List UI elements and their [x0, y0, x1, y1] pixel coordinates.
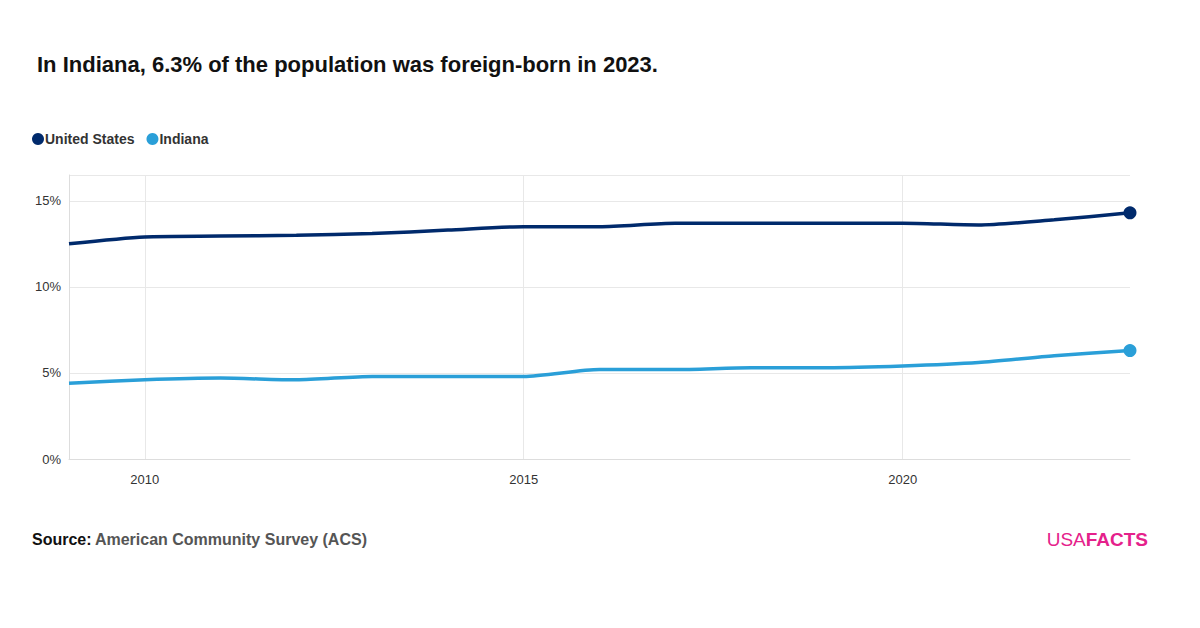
svg-text:15%: 15%	[35, 193, 61, 208]
svg-text:In Indiana, 6.3% of the popula: In Indiana, 6.3% of the population was f…	[37, 52, 658, 77]
svg-text:5%: 5%	[42, 365, 61, 380]
svg-text:2010: 2010	[130, 472, 159, 487]
svg-text:2020: 2020	[888, 472, 917, 487]
svg-text:0%: 0%	[42, 452, 61, 467]
svg-text:Indiana: Indiana	[159, 131, 208, 147]
svg-text:FACTS: FACTS	[1086, 529, 1148, 550]
svg-text:2015: 2015	[509, 472, 538, 487]
svg-text:10%: 10%	[35, 279, 61, 294]
svg-text:USA: USA	[1047, 529, 1086, 550]
svg-text:Source:: Source:	[32, 531, 92, 548]
svg-text:United States: United States	[45, 131, 135, 147]
svg-text:American Community Survey (ACS: American Community Survey (ACS)	[95, 531, 367, 548]
